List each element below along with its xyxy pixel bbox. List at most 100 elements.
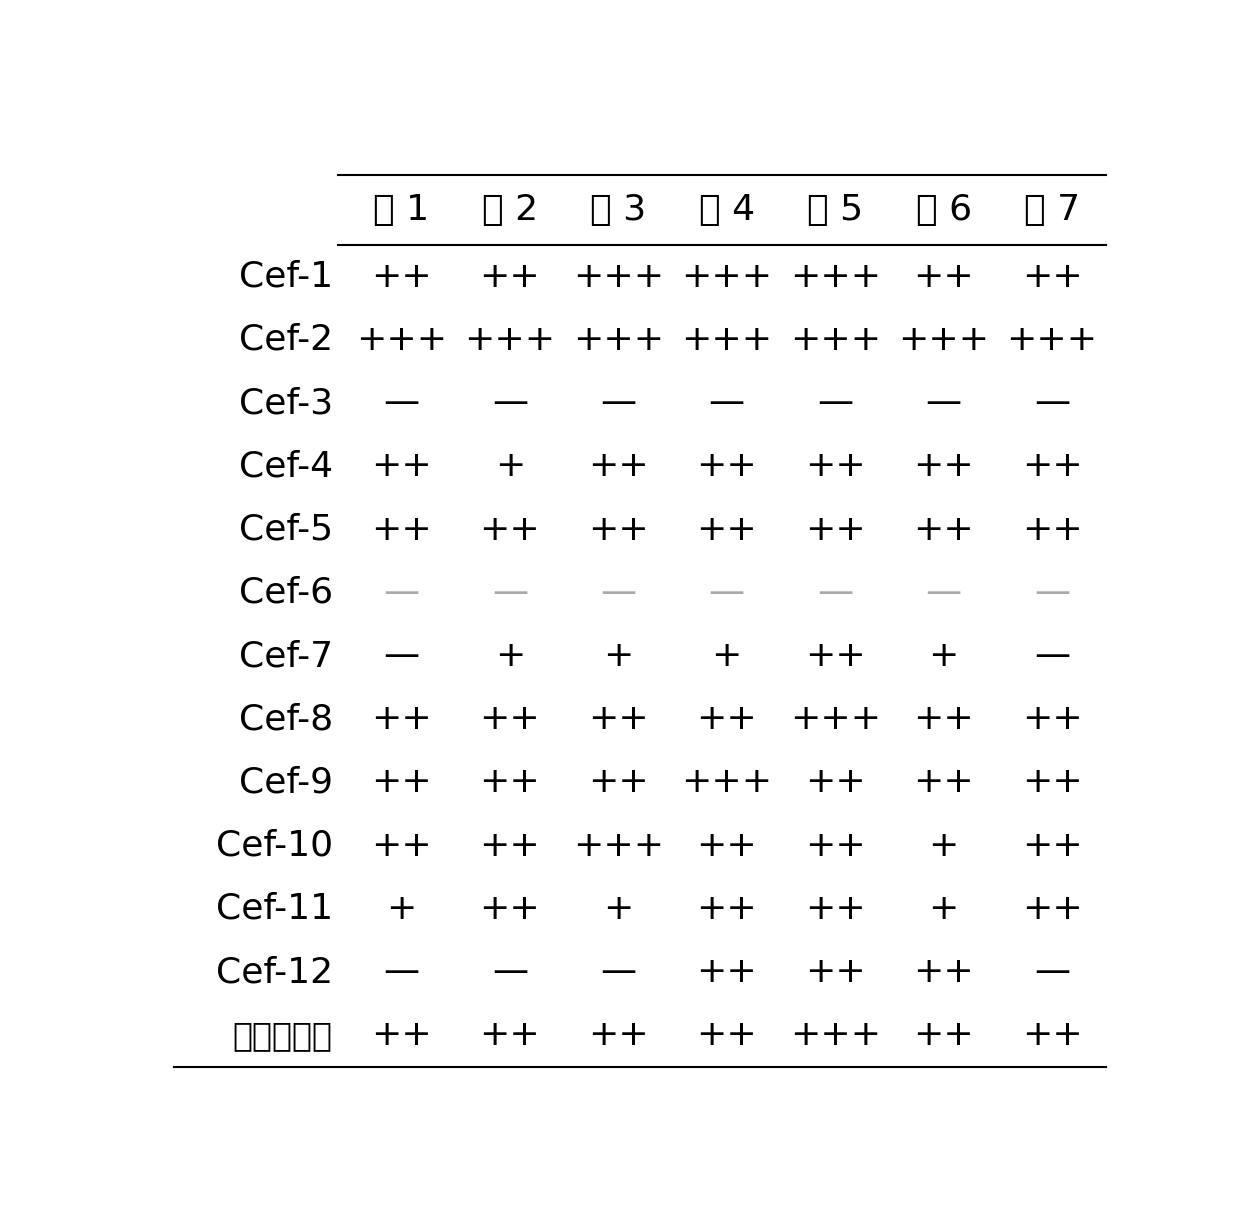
Text: ++: ++: [480, 1019, 541, 1053]
Text: —: —: [383, 386, 419, 420]
Text: 菌 6: 菌 6: [915, 193, 972, 227]
Text: ++: ++: [805, 765, 866, 799]
Text: +++: +++: [681, 323, 773, 357]
Text: ++: ++: [914, 765, 975, 799]
Text: +++: +++: [1007, 323, 1097, 357]
Text: Cef-8: Cef-8: [238, 703, 332, 736]
Text: ++: ++: [914, 512, 975, 547]
Text: —: —: [1034, 639, 1070, 673]
Text: +++: +++: [681, 765, 773, 799]
Text: —: —: [1034, 576, 1070, 610]
Text: +++: +++: [573, 323, 663, 357]
Text: ++: ++: [371, 828, 432, 863]
Text: +++: +++: [681, 260, 773, 294]
Text: +: +: [929, 828, 959, 863]
Text: ++: ++: [914, 703, 975, 736]
Text: ++: ++: [1022, 892, 1083, 926]
Text: +++: +++: [790, 323, 880, 357]
Text: ++: ++: [1022, 765, 1083, 799]
Text: —: —: [383, 576, 419, 610]
Text: —: —: [383, 639, 419, 673]
Text: ++: ++: [371, 260, 432, 294]
Text: 菌 1: 菌 1: [373, 193, 429, 227]
Text: ++: ++: [697, 512, 758, 547]
Text: ++: ++: [1022, 828, 1083, 863]
Text: Cef-2: Cef-2: [238, 323, 332, 357]
Text: ++: ++: [480, 703, 541, 736]
Text: ++: ++: [371, 703, 432, 736]
Text: ++: ++: [914, 260, 975, 294]
Text: ++: ++: [1022, 260, 1083, 294]
Text: ++: ++: [588, 1019, 649, 1053]
Text: +: +: [495, 639, 525, 673]
Text: —: —: [817, 576, 853, 610]
Text: +: +: [929, 639, 959, 673]
Text: ++: ++: [588, 449, 649, 483]
Text: ++: ++: [697, 828, 758, 863]
Text: —: —: [492, 386, 528, 420]
Text: ++: ++: [805, 955, 866, 989]
Text: ++: ++: [697, 449, 758, 483]
Text: ++: ++: [588, 512, 649, 547]
Text: +: +: [495, 449, 525, 483]
Text: ++: ++: [805, 639, 866, 673]
Text: +: +: [712, 639, 742, 673]
Text: —: —: [709, 576, 745, 610]
Text: —: —: [600, 576, 636, 610]
Text: Cef-12: Cef-12: [216, 955, 332, 989]
Text: ++: ++: [588, 765, 649, 799]
Text: ++: ++: [371, 765, 432, 799]
Text: ++: ++: [1022, 512, 1083, 547]
Text: ++: ++: [480, 260, 541, 294]
Text: ++: ++: [805, 512, 866, 547]
Text: ++: ++: [1022, 1019, 1083, 1053]
Text: ++: ++: [697, 955, 758, 989]
Text: ++: ++: [805, 449, 866, 483]
Text: ++: ++: [1022, 703, 1083, 736]
Text: +++: +++: [573, 260, 663, 294]
Text: —: —: [492, 576, 528, 610]
Text: Cef-10: Cef-10: [216, 828, 332, 863]
Text: —: —: [1034, 955, 1070, 989]
Text: Cef-11: Cef-11: [216, 892, 332, 926]
Text: ++: ++: [480, 892, 541, 926]
Text: 菌 3: 菌 3: [590, 193, 646, 227]
Text: +++: +++: [356, 323, 446, 357]
Text: ++: ++: [588, 703, 649, 736]
Text: 菌 2: 菌 2: [482, 193, 538, 227]
Text: Cef-7: Cef-7: [238, 639, 332, 673]
Text: +++: +++: [790, 260, 880, 294]
Text: —: —: [492, 955, 528, 989]
Text: ++: ++: [914, 955, 975, 989]
Text: +: +: [603, 639, 634, 673]
Text: ++: ++: [371, 1019, 432, 1053]
Text: Cef-6: Cef-6: [238, 576, 332, 610]
Text: —: —: [1034, 386, 1070, 420]
Text: ++: ++: [914, 449, 975, 483]
Text: ++: ++: [1022, 449, 1083, 483]
Text: ++: ++: [914, 1019, 975, 1053]
Text: Cef-5: Cef-5: [238, 512, 332, 547]
Text: 菌 7: 菌 7: [1024, 193, 1080, 227]
Text: ++: ++: [697, 703, 758, 736]
Text: +++: +++: [573, 828, 663, 863]
Text: 菌 5: 菌 5: [807, 193, 863, 227]
Text: ++: ++: [371, 512, 432, 547]
Text: ++: ++: [480, 512, 541, 547]
Text: Cef-4: Cef-4: [238, 449, 332, 483]
Text: ++: ++: [371, 449, 432, 483]
Text: +: +: [386, 892, 417, 926]
Text: ++: ++: [805, 828, 866, 863]
Text: —: —: [817, 386, 853, 420]
Text: +++: +++: [790, 1019, 880, 1053]
Text: Cef-1: Cef-1: [238, 260, 332, 294]
Text: —: —: [925, 386, 962, 420]
Text: ++: ++: [480, 828, 541, 863]
Text: ++: ++: [697, 892, 758, 926]
Text: +: +: [929, 892, 959, 926]
Text: —: —: [383, 955, 419, 989]
Text: —: —: [925, 576, 962, 610]
Text: 菌 4: 菌 4: [698, 193, 755, 227]
Text: —: —: [709, 386, 745, 420]
Text: ++: ++: [480, 765, 541, 799]
